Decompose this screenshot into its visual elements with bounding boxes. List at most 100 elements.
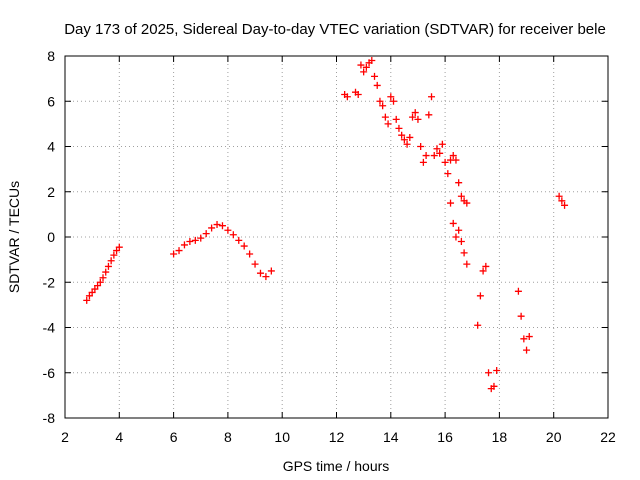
data-point — [463, 199, 471, 207]
data-point — [425, 111, 433, 119]
data-point — [175, 247, 183, 255]
data-point — [460, 249, 468, 257]
tick-labels: 2 4 6 8 10 12 14 16 18 20 22 -8 -6 -4 -2 0 2 4 6 8 — [43, 48, 616, 445]
data-point — [354, 90, 362, 98]
y-tick-label: 6 — [47, 93, 55, 109]
data-point — [436, 149, 444, 157]
data-point — [392, 115, 400, 123]
x-tick-label: 2 — [61, 429, 69, 445]
x-tick-label: 6 — [170, 429, 178, 445]
data-point — [256, 269, 264, 277]
data-point — [419, 158, 427, 166]
data-point — [102, 268, 110, 276]
data-point — [430, 152, 438, 160]
data-point — [403, 140, 411, 148]
data-point — [371, 72, 379, 80]
y-tick-label: -4 — [43, 320, 56, 336]
data-point — [449, 152, 457, 160]
data-point — [191, 236, 199, 244]
y-tick-label: 2 — [47, 184, 55, 200]
data-point — [561, 201, 569, 209]
data-point — [186, 238, 194, 246]
data-point — [406, 133, 414, 141]
data-point — [433, 145, 441, 153]
data-point — [240, 242, 248, 250]
data-point — [262, 273, 270, 281]
data-point — [449, 219, 457, 227]
chart-title: Day 173 of 2025, Sidereal Day-to-day VTE… — [64, 21, 606, 38]
data-point — [457, 238, 465, 246]
y-axis-label: SDTVAR / TECUs — [6, 181, 22, 293]
data-point — [110, 251, 118, 259]
data-points — [83, 57, 569, 393]
data-point — [83, 296, 91, 304]
data-point — [197, 234, 205, 242]
data-point — [452, 233, 460, 241]
data-point — [362, 63, 370, 71]
data-point — [558, 197, 566, 205]
data-point — [438, 140, 446, 148]
data-point — [376, 97, 384, 105]
data-point — [107, 257, 115, 265]
data-point — [224, 226, 232, 234]
data-point — [428, 93, 436, 101]
data-point — [373, 81, 381, 89]
plot-frame — [64, 55, 609, 419]
data-point — [357, 61, 365, 69]
data-point — [444, 170, 452, 178]
data-point — [476, 292, 484, 300]
data-point — [409, 113, 417, 121]
data-point — [447, 199, 455, 207]
data-point — [417, 143, 425, 150]
data-point — [213, 221, 221, 229]
data-point — [452, 156, 460, 164]
data-point — [514, 287, 522, 295]
data-point — [479, 267, 487, 275]
data-point — [555, 192, 563, 200]
data-point — [104, 262, 112, 270]
data-point — [411, 109, 419, 117]
y-tick-label: -8 — [43, 410, 56, 426]
data-point — [390, 97, 398, 105]
data-point — [463, 260, 471, 268]
x-tick-label: 8 — [224, 429, 232, 445]
data-point — [384, 120, 392, 128]
data-point — [235, 236, 243, 244]
data-point — [414, 115, 422, 123]
data-point — [267, 267, 275, 275]
y-tick-label: -6 — [43, 365, 56, 381]
data-point — [490, 382, 498, 390]
data-point — [202, 230, 210, 238]
data-point — [520, 335, 528, 343]
data-point — [115, 243, 123, 251]
data-point — [398, 131, 406, 139]
data-point — [482, 262, 490, 270]
data-point — [379, 102, 387, 110]
y-tick-label: 8 — [47, 48, 55, 64]
x-tick-label: 12 — [329, 429, 345, 445]
data-point — [99, 274, 107, 282]
x-tick-label: 22 — [600, 429, 616, 445]
x-tick-label: 16 — [437, 429, 453, 445]
grid-lines — [65, 56, 608, 418]
data-point — [96, 278, 104, 286]
data-point — [523, 346, 531, 354]
data-point — [381, 113, 389, 121]
data-point — [343, 93, 351, 101]
y-tick-label: 0 — [47, 229, 55, 245]
y-tick-label: -2 — [43, 274, 56, 290]
data-point — [246, 250, 254, 258]
data-point — [455, 226, 463, 234]
data-point — [525, 333, 533, 341]
data-point — [360, 68, 368, 76]
data-point — [441, 158, 449, 166]
x-tick-label: 18 — [492, 429, 508, 445]
data-point — [493, 366, 501, 374]
data-point — [455, 179, 463, 187]
data-point — [229, 231, 237, 239]
data-point — [218, 222, 226, 230]
data-point — [387, 93, 395, 101]
x-axis-label: GPS time / hours — [283, 458, 390, 474]
data-point — [474, 321, 482, 329]
